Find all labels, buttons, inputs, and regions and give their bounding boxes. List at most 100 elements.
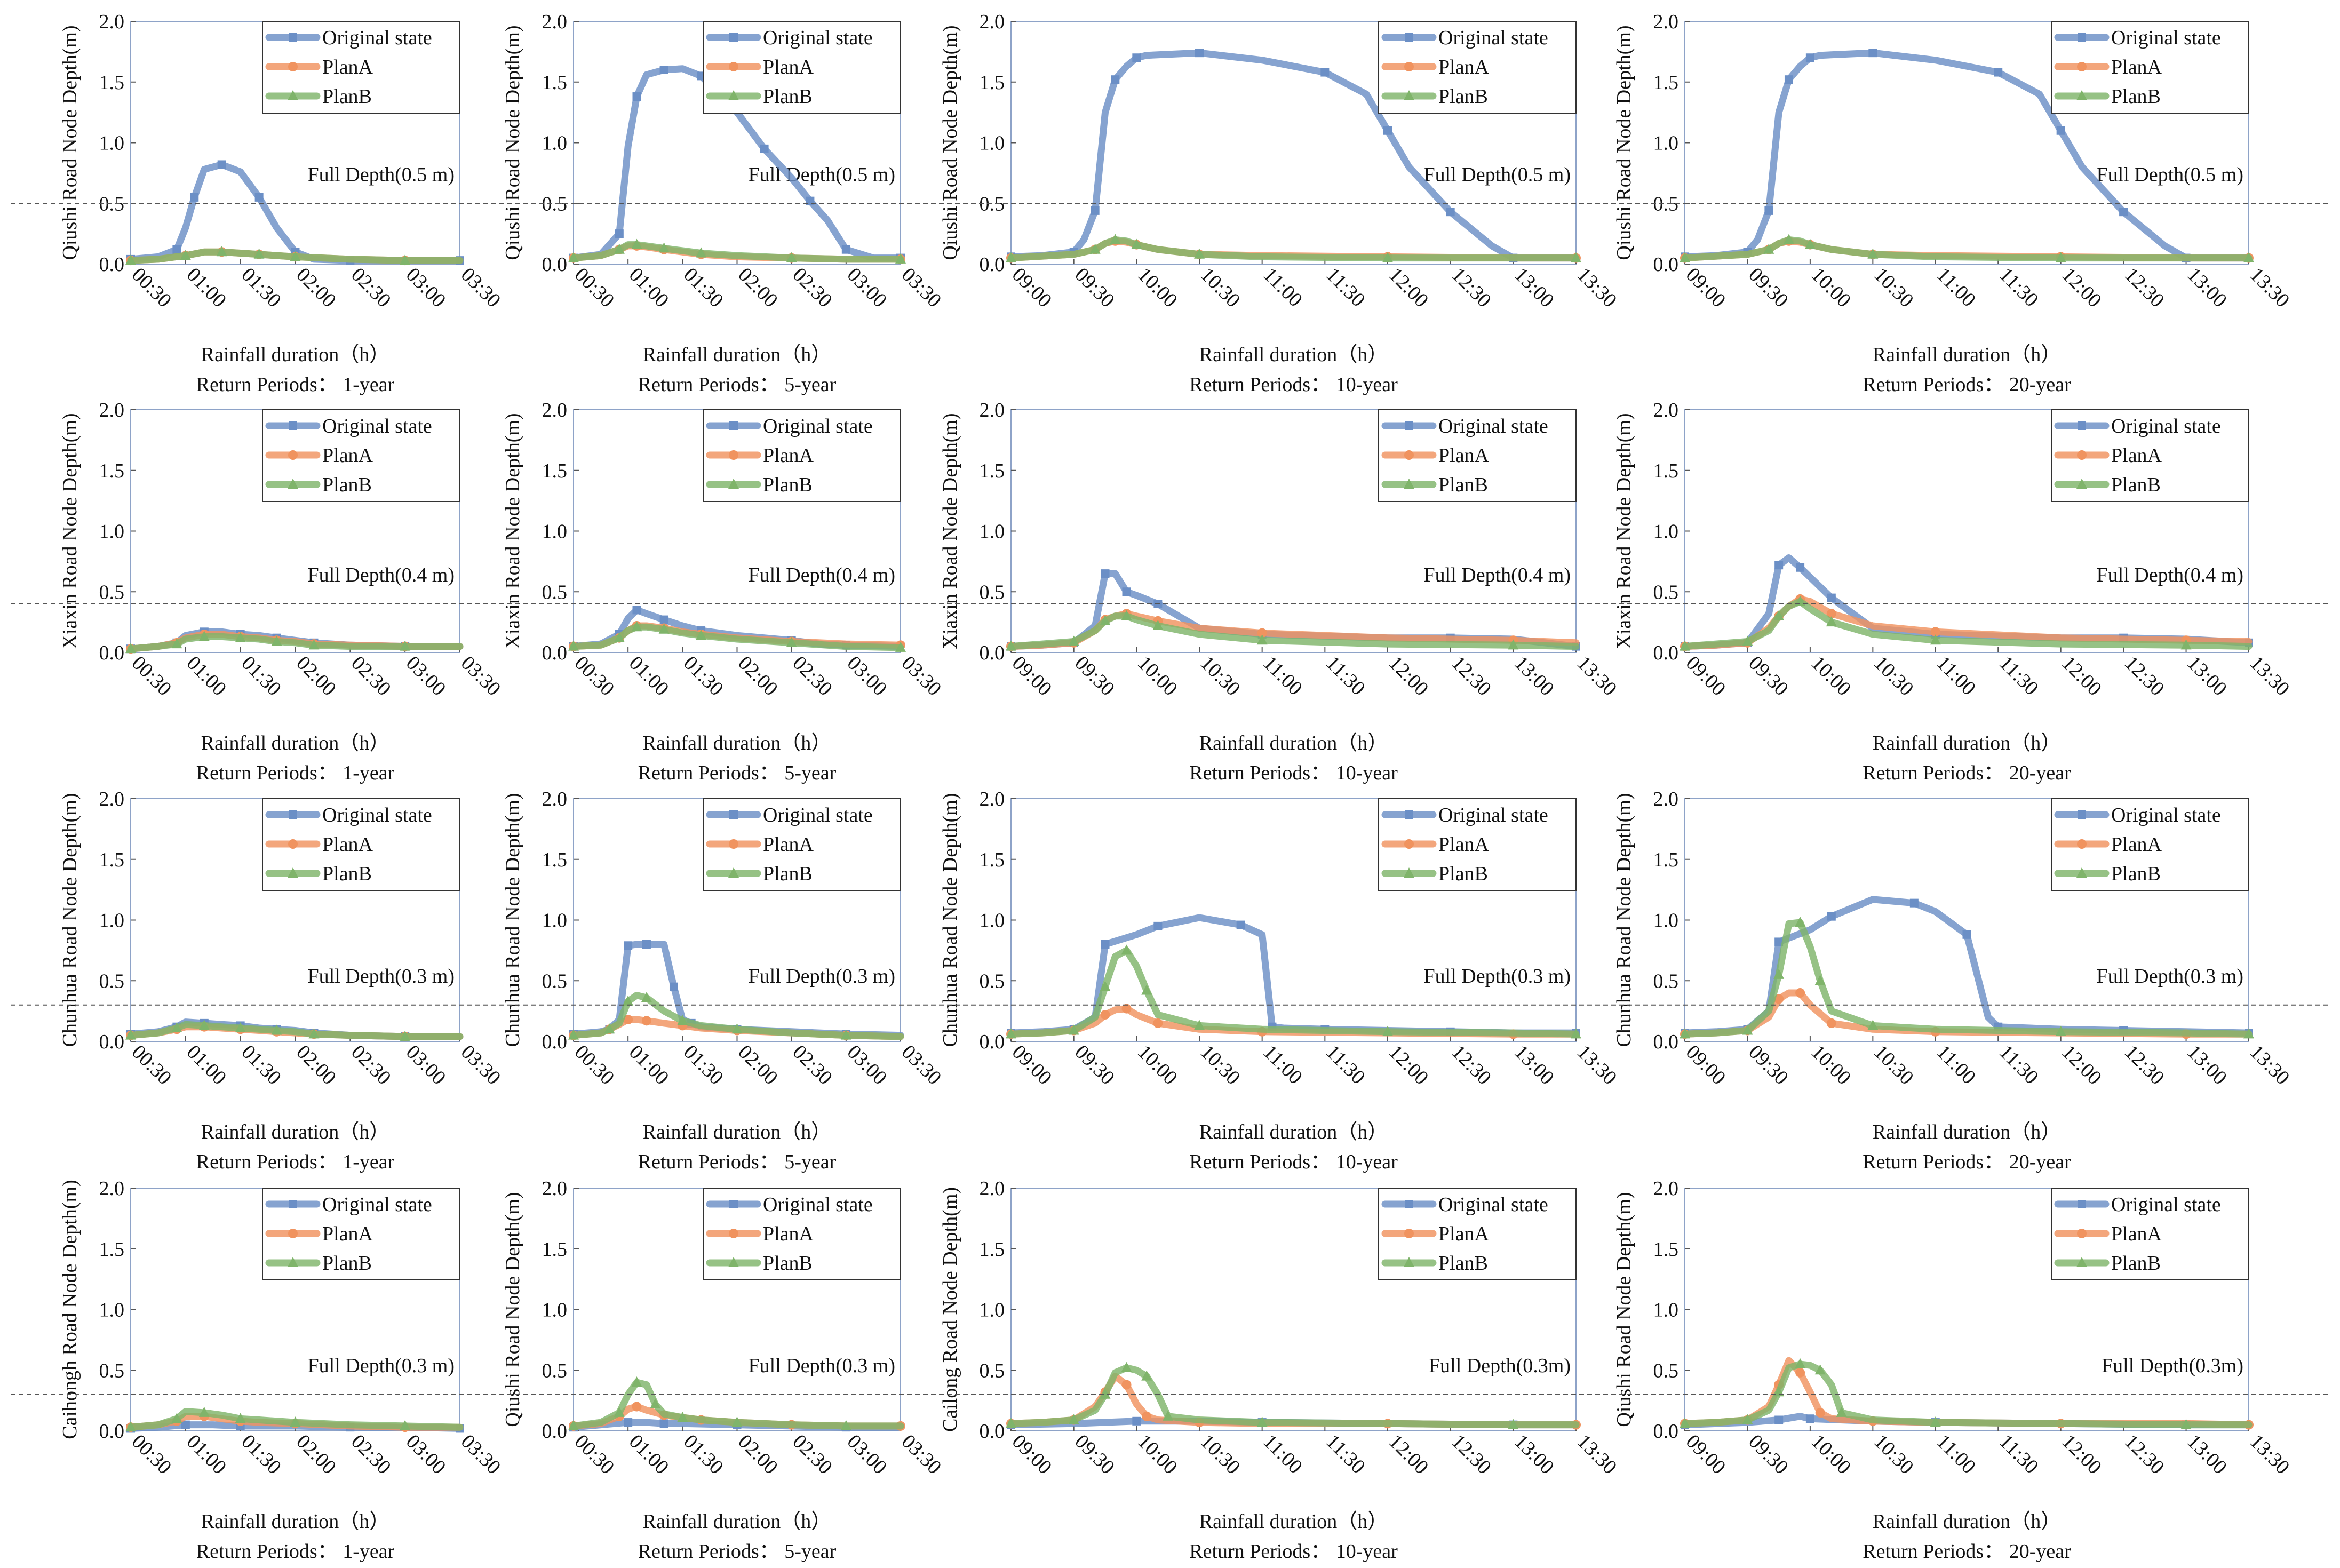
legend-marker-1 xyxy=(1405,1200,1413,1208)
x-tick-label: 03:00 xyxy=(842,1430,891,1479)
x-tick-label: 12:00 xyxy=(1384,652,1433,701)
x-tick-label: 01:30 xyxy=(679,264,728,312)
series-line-3 xyxy=(127,248,464,264)
full-depth-label: Full Depth(0.5 m) xyxy=(1424,163,1571,186)
series-marker-3 xyxy=(1773,610,1785,620)
series-marker-1 xyxy=(1962,930,1971,939)
full-depth-label: Full Depth(0.5 m) xyxy=(749,163,895,186)
y-tick-label: 0.0 xyxy=(1653,642,1679,664)
subplot-r4-c3: 0.0 0.5 1.0 1.5 2.0 09:00 09:30 10:00 10:30 11:00… xyxy=(939,1177,1621,1563)
legend-label-3: PlanB xyxy=(2111,863,2161,885)
y-tick-label: 0.0 xyxy=(980,253,1005,276)
y-tick-label: 2.0 xyxy=(99,11,125,33)
full-depth-label: Full Depth(0.3 m) xyxy=(749,1355,895,1377)
y-tick-label: 1.0 xyxy=(99,132,125,155)
x-tick-label: 11:00 xyxy=(1932,1430,1980,1478)
y-axis-title: Xiaxin Road Node Depth(m) xyxy=(1613,413,1635,649)
legend-label-2: PlanA xyxy=(763,833,814,856)
legend-label-1: Original state xyxy=(2111,415,2221,437)
x-tick-label: 10:30 xyxy=(1196,1430,1245,1479)
x-tick-label: 03:00 xyxy=(402,652,450,701)
series-marker-3 xyxy=(1571,1028,1581,1039)
series-marker-3 xyxy=(1814,975,1826,985)
y-tick-label: 0.0 xyxy=(542,1031,568,1053)
legend-marker-3 xyxy=(2076,1257,2087,1267)
series-marker-3 xyxy=(1742,1024,1753,1035)
x-tick-label: 12:30 xyxy=(2120,1430,2169,1479)
series-marker-3 xyxy=(604,1023,615,1034)
series-marker-1 xyxy=(615,229,624,238)
series-marker-3 xyxy=(1100,615,1111,625)
legend-marker-1 xyxy=(2078,1200,2086,1208)
series-marker-3 xyxy=(840,1420,851,1430)
series-marker-1 xyxy=(841,245,850,254)
x-tick-label: 02:00 xyxy=(734,1430,782,1479)
legend-label-3: PlanB xyxy=(322,1252,372,1275)
legend-marker-1 xyxy=(1405,33,1413,42)
legend-label-3: PlanB xyxy=(1438,1252,1488,1275)
y-tick-label: 2.0 xyxy=(99,1177,125,1200)
series-marker-3 xyxy=(568,640,579,651)
series-marker-3 xyxy=(1194,1020,1205,1030)
legend-marker-1 xyxy=(289,810,297,819)
series-line-3 xyxy=(1681,1360,2253,1429)
y-tick-label: 0.5 xyxy=(1653,581,1679,603)
series-marker-1 xyxy=(1132,53,1141,62)
return-period-label: Return Periods： 5-year xyxy=(638,373,837,396)
series-marker-1 xyxy=(1994,68,2003,77)
x-tick-label: 02:30 xyxy=(347,1430,395,1479)
legend-label-3: PlanB xyxy=(322,863,372,885)
x-tick-label: 01:30 xyxy=(237,1041,285,1089)
return-period-label: Return Periods： 5-year xyxy=(638,1151,837,1173)
subplot-r3-c1: 0.0 0.5 1.0 1.5 2.0 00:30 01:00 01:30 02:00 02:30… xyxy=(59,788,505,1173)
legend-label-1: Original state xyxy=(1438,804,1548,826)
subplot-r4-c4: 0.0 0.5 1.0 1.5 2.0 09:00 09:30 10:00 10:30 11:00… xyxy=(1613,1177,2294,1563)
series-marker-3 xyxy=(568,1420,579,1430)
series-marker-1 xyxy=(1111,75,1120,84)
x-tick-label: 03:00 xyxy=(402,264,450,312)
legend-marker-3 xyxy=(288,479,298,489)
x-tick-label: 10:00 xyxy=(1133,652,1182,701)
y-tick-label: 0.0 xyxy=(542,1420,568,1443)
x-tick-label: 02:30 xyxy=(347,1041,395,1089)
x-tick-label: 00:30 xyxy=(570,1430,619,1479)
y-tick-label: 1.5 xyxy=(1653,1238,1679,1261)
series-marker-2 xyxy=(641,1016,651,1026)
y-tick-label: 1.5 xyxy=(542,460,568,482)
series-marker-3 xyxy=(1121,610,1132,620)
x-tick-label: 09:00 xyxy=(1682,264,1730,312)
series-marker-3 xyxy=(235,632,246,642)
legend-marker-2 xyxy=(1404,839,1414,849)
series-marker-1 xyxy=(1320,68,1330,77)
series-marker-2 xyxy=(1153,1018,1163,1028)
series-marker-3 xyxy=(290,251,301,261)
y-tick-label: 1.0 xyxy=(542,910,568,932)
x-tick-label: 11:30 xyxy=(1322,1041,1370,1089)
x-tick-label: 00:30 xyxy=(128,264,176,312)
legend-marker-2 xyxy=(2077,839,2087,849)
x-tick-label: 11:00 xyxy=(1932,1041,1980,1089)
legend-marker-1 xyxy=(1405,421,1413,430)
series-marker-3 xyxy=(631,1376,642,1387)
series-marker-1 xyxy=(190,193,199,202)
legend-marker-2 xyxy=(2077,62,2087,71)
x-tick-label: 01:30 xyxy=(679,652,728,701)
series-marker-3 xyxy=(658,242,670,253)
x-axis-title: Rainfall duration（h） xyxy=(643,344,832,366)
x-tick-label: 13:00 xyxy=(1510,1430,1558,1479)
series-marker-3 xyxy=(308,1028,320,1039)
y-tick-label: 1.0 xyxy=(980,521,1005,543)
y-tick-label: 1.5 xyxy=(1653,460,1679,482)
x-tick-label: 01:00 xyxy=(182,652,230,701)
legend-label-3: PlanB xyxy=(322,474,372,496)
y-tick-label: 1.5 xyxy=(1653,849,1679,871)
legend-label-1: Original state xyxy=(1438,415,1548,437)
x-tick-label: 10:00 xyxy=(1807,1041,1856,1089)
series-marker-1 xyxy=(1122,587,1131,596)
legend-label-2: PlanA xyxy=(763,444,814,467)
x-tick-label: 11:30 xyxy=(1995,1041,2043,1089)
series-marker-3 xyxy=(171,1022,182,1032)
series-line-1 xyxy=(1007,49,1580,262)
x-tick-label: 00:30 xyxy=(128,1430,176,1479)
series-marker-3 xyxy=(614,1406,625,1417)
